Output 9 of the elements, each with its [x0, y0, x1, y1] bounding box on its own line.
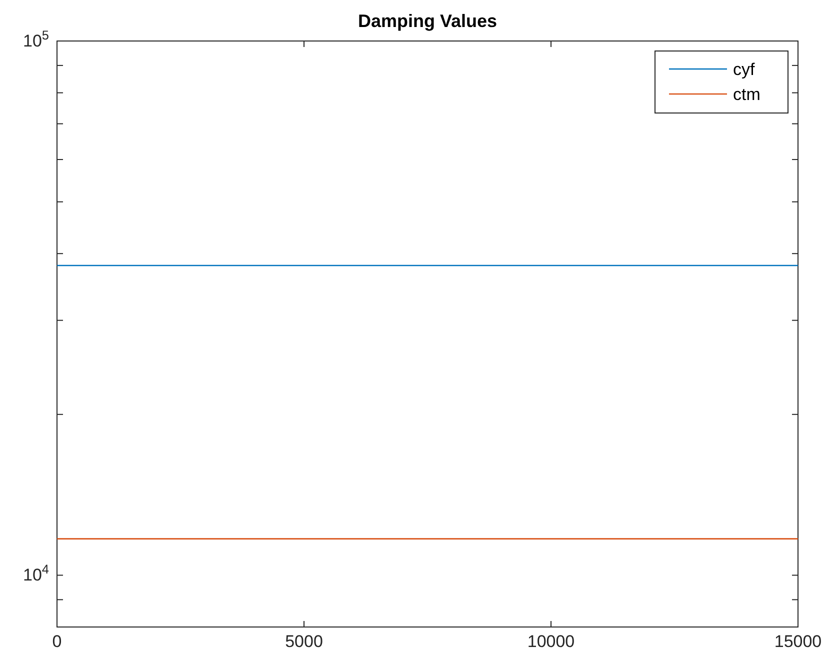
y-tick-label: 10$^{5}$: [22, 26, 49, 50]
y-tick-label: 10$^{4}$: [22, 561, 49, 585]
x-tick-label: 0: [52, 632, 62, 652]
legend-label: cyf: [733, 60, 755, 79]
x-tick-label: 10000: [527, 632, 575, 652]
x-tick-label: 15000: [774, 632, 822, 652]
chart-title: Damping Values: [358, 11, 498, 31]
x-tick-label: 5000: [285, 632, 323, 652]
legend-label: ctm: [733, 85, 760, 104]
